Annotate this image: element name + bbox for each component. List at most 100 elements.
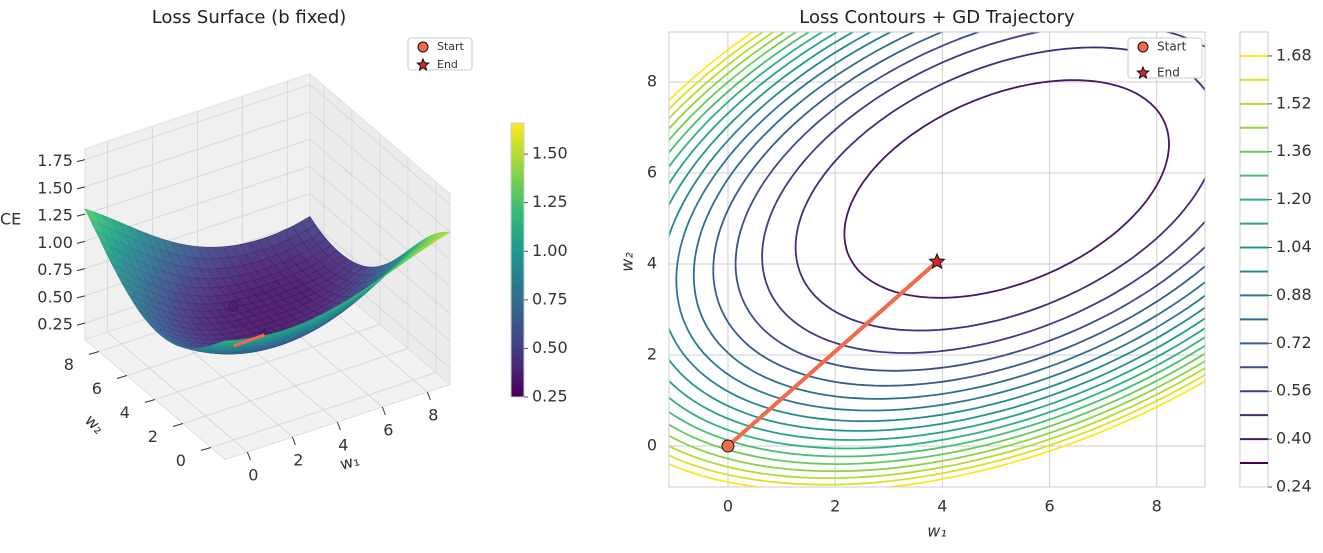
y-tick (144, 399, 156, 403)
colorbar (1239, 31, 1269, 488)
surface-patch (219, 340, 234, 344)
z-tick (76, 213, 86, 217)
contour-line (675, 32, 1205, 412)
grid-line (309, 220, 451, 342)
z-tick (76, 322, 86, 326)
surface (84, 208, 451, 355)
colorbar-tick-label: 1.52 (1276, 93, 1312, 112)
z-tick (76, 186, 86, 190)
grid-line (309, 111, 451, 233)
grid-line (84, 111, 311, 188)
chart-title: Loss Surface (b fixed) (152, 7, 347, 28)
grid-line (309, 84, 451, 206)
colorbar-tick-label: 0.50 (532, 338, 568, 357)
grid-line (182, 348, 409, 424)
marker-end (928, 252, 946, 270)
legend-marker (416, 57, 430, 71)
contour-line (669, 32, 1205, 423)
legend-label: Start (437, 40, 465, 53)
y-tick-label: 0 (647, 436, 657, 455)
colorbar-tick-label: 1.50 (532, 144, 568, 163)
y-axis-label: w₂ (618, 252, 637, 272)
y-tick (116, 375, 128, 379)
x-tick-label: 8 (1152, 497, 1162, 516)
z-tick (76, 268, 86, 272)
colorbar-tick-label: 0.56 (1276, 381, 1312, 400)
legend: Start End (407, 37, 473, 71)
y-tick (88, 351, 100, 355)
contour-line (761, 32, 1205, 354)
colorbar-tick-label: 0.25 (532, 387, 568, 406)
z-tick-label: 0.75 (37, 260, 73, 279)
colorbar-tick-label: 1.25 (532, 192, 568, 211)
y-tick (200, 447, 212, 451)
z-axis-label: CE (0, 210, 21, 229)
x-tick-label: 2 (293, 451, 303, 470)
x-tick (291, 436, 296, 446)
z-tick-label: 1.50 (37, 178, 73, 197)
x-tick-label: 4 (338, 436, 348, 455)
x-tick-label: 4 (937, 497, 947, 516)
colorbar (510, 122, 525, 398)
x-tick-label: 0 (723, 497, 733, 516)
y-tick-label: 4 (647, 254, 657, 273)
y-tick-label: 6 (647, 163, 657, 182)
x-axis-label: w₁ (927, 522, 947, 541)
gd-path (726, 260, 939, 448)
legend-marker (417, 41, 429, 53)
legend-marker (1137, 41, 1149, 53)
y-tick-label: 2 (148, 427, 158, 446)
z-tick-label: 1.00 (37, 233, 73, 252)
z-tick-label: 0.25 (37, 315, 73, 334)
colorbar-tick-label: 1.04 (1276, 237, 1312, 256)
x-tick-label: 6 (383, 421, 393, 440)
legend: Start End (1127, 37, 1203, 80)
grid-line (84, 138, 311, 215)
legend-label: End (1157, 66, 1180, 80)
colorbar-tick-label: 1.68 (1276, 45, 1312, 64)
grid-line (309, 166, 451, 287)
colorbar-tick-label: 0.40 (1276, 429, 1312, 448)
y-tick-label: 4 (120, 403, 130, 422)
grid-line (154, 324, 381, 400)
colorbar-tick-label: 0.88 (1276, 285, 1312, 304)
x-tick-label: 6 (1044, 497, 1054, 516)
z-tick (76, 240, 86, 244)
x-tick (381, 406, 386, 416)
y-tick-label: 8 (647, 72, 657, 91)
contour-line (692, 32, 1205, 400)
x-tick-label: 8 (428, 406, 438, 425)
z-tick-label: 1.25 (37, 206, 73, 225)
colorbar-tick-label: 0.24 (1276, 477, 1312, 496)
contours (669, 32, 1205, 487)
colorbar-tick-label: 1.00 (532, 241, 568, 260)
gd-path (232, 333, 265, 348)
x-tick-label: 2 (830, 497, 840, 516)
colorbar-tick-label: 0.72 (1276, 333, 1312, 352)
contour-line (712, 32, 1205, 387)
contour-line (843, 79, 1170, 299)
legend-marker (1136, 65, 1150, 79)
z-tick-label: 1.75 (37, 151, 73, 170)
x-tick-label: 0 (248, 466, 258, 485)
y-tick (172, 423, 184, 427)
grid-line (84, 84, 311, 161)
contour-line (734, 32, 1205, 372)
plot-frame (668, 31, 1206, 488)
legend-label: End (437, 58, 458, 71)
contour-line (794, 46, 1205, 332)
y-tick-label: 6 (92, 379, 102, 398)
z-tick (76, 295, 86, 299)
grid-line (210, 372, 437, 448)
z-tick-label: 0.50 (37, 287, 73, 306)
z-tick (76, 159, 86, 163)
y-tick-label: 2 (647, 345, 657, 364)
y-axis-label: w₂ (81, 411, 108, 438)
chart-title: Loss Contours + GD Trajectory (799, 7, 1075, 28)
colorbar-tick-label: 1.36 (1276, 141, 1312, 160)
x-axis-label: w₁ (338, 450, 362, 473)
marker-start (721, 439, 735, 453)
grid-line (309, 193, 451, 315)
